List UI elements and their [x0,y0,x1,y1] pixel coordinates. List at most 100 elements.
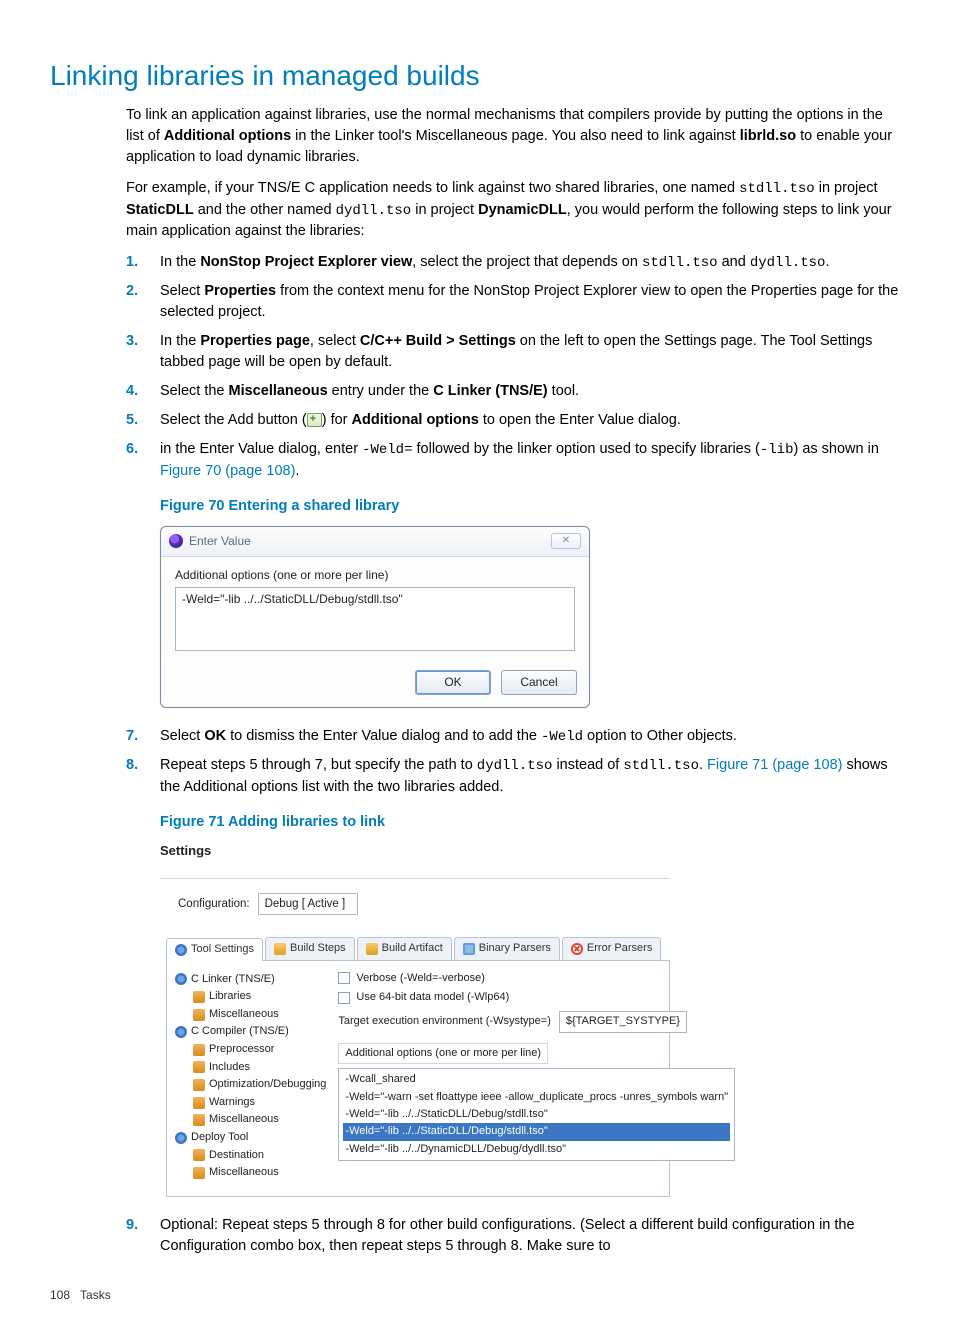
step-4: 4. Select the Miscellaneous entry under … [126,381,904,402]
tree-label: Preprocessor [209,1041,274,1059]
text: option to Other objects. [583,728,737,744]
tab-label: Binary Parsers [479,941,551,956]
code-text: -Weld= [362,442,412,458]
configuration-combo[interactable]: Debug [ Active ] [258,893,358,915]
bold-text: NonStop Project Explorer view [200,254,412,270]
checkbox-icon[interactable] [338,992,350,1004]
additional-options-input[interactable] [175,587,575,651]
option-line[interactable]: -Weld="-lib ../../StaticDLL/Debug/stdll.… [343,1106,730,1123]
tree-label: Deploy Tool [191,1129,248,1147]
text: . [825,254,829,270]
tree-item-miscellaneous[interactable]: Miscellaneous [175,1164,326,1182]
eclipse-icon [169,534,183,548]
error-icon: ✖ [571,943,583,955]
use64-checkbox-row[interactable]: Use 64-bit data model (-Wlp64) [338,990,735,1005]
text: Optional: Repeat steps 5 through 8 for o… [160,1217,855,1254]
steps-list: 7. Select OK to dismiss the Enter Value … [126,726,904,798]
artifact-icon [366,943,378,955]
tree-item-libraries[interactable]: Libraries [175,988,326,1006]
tree-label: Destination [209,1147,264,1165]
code-text: dydll.tso [750,255,826,271]
sub-icon [193,1167,205,1179]
binary-icon [463,943,475,955]
option-line[interactable]: -Weld="-warn -set floattype ieee -allow_… [343,1089,730,1106]
tab-label: Build Steps [290,941,346,956]
tree-item-preprocessor[interactable]: Preprocessor [175,1041,326,1059]
tree-item-deploy[interactable]: Deploy Tool [175,1129,326,1147]
option-line[interactable]: -Wcall_shared [343,1071,730,1088]
tab-binary-parsers[interactable]: Binary Parsers [454,937,560,959]
cancel-button[interactable]: Cancel [501,670,577,695]
code-text: -Weld [541,729,583,745]
tree-item-compiler[interactable]: C Compiler (TNS/E) [175,1023,326,1041]
intro-paragraph-2: For example, if your TNS/E C application… [126,178,904,242]
sub-icon [193,1061,205,1073]
sub-icon [193,991,205,1003]
step-6: 6. in the Enter Value dialog, enter -Wel… [126,439,904,481]
tree-item-warnings[interactable]: Warnings [175,1094,326,1112]
tab-tool-settings[interactable]: Tool Settings [166,938,263,960]
step-number: 5. [126,410,160,431]
tab-build-artifact[interactable]: Build Artifact [357,937,452,959]
ok-button[interactable]: OK [415,670,491,695]
figure-link[interactable]: Figure 71 (page 108) [707,757,842,773]
page-footer: 108 Tasks [50,1287,904,1304]
verbose-checkbox-row[interactable]: Verbose (-Weld=-verbose) [338,971,735,986]
sub-icon [193,1009,205,1021]
tab-error-parsers[interactable]: ✖ Error Parsers [562,937,661,959]
text: in the Enter Value dialog, enter [160,441,362,457]
tree-item-destination[interactable]: Destination [175,1147,326,1165]
tree-item-linker[interactable]: C Linker (TNS/E) [175,971,326,989]
steps-list: 9. Optional: Repeat steps 5 through 8 fo… [126,1215,904,1257]
text: In the [160,333,200,349]
tree-label: Includes [209,1059,250,1077]
text: Select the Add button ( [160,412,307,428]
tree-label: Miscellaneous [209,1164,279,1182]
step-number: 8. [126,755,160,797]
tree-item-miscellaneous[interactable]: Miscellaneous [175,1111,326,1129]
tree-item-includes[interactable]: Includes [175,1059,326,1077]
bold-text: DynamicDLL [478,202,567,218]
divider [160,878,670,879]
figure-71-caption: Figure 71 Adding libraries to link [160,812,904,832]
tool-icon [175,1026,187,1038]
text: Select [160,728,204,744]
option-line-selected[interactable]: -Weld="-lib ../../StaticDLL/Debug/stdll.… [343,1123,730,1140]
tab-label: Error Parsers [587,941,652,956]
additional-options-list[interactable]: -Wcall_shared -Weld="-warn -set floattyp… [338,1068,735,1161]
text: in project [411,202,478,218]
target-label: Target execution environment (-Wsystype=… [338,1014,550,1029]
text: , select [310,333,360,349]
sub-icon [193,1114,205,1126]
code-text: stdll.tso [642,255,718,271]
text: instead of [552,757,623,773]
sub-icon [193,1097,205,1109]
step-number: 7. [126,726,160,747]
tree-label: Warnings [209,1094,255,1112]
tool-icon [175,973,187,985]
figure-70-caption: Figure 70 Entering a shared library [160,496,904,516]
tree-item-optimization[interactable]: Optimization/Debugging [175,1076,326,1094]
text: to open the Enter Value dialog. [479,412,681,428]
text: in the Linker tool's Miscellaneous page.… [291,128,740,144]
tree-label: C Compiler (TNS/E) [191,1023,289,1041]
checkbox-icon[interactable] [338,972,350,984]
steps-list: 1. In the NonStop Project Explorer view,… [126,252,904,482]
tool-icon [175,1132,187,1144]
option-line[interactable]: -Weld="-lib ../../DynamicDLL/Debug/dydll… [343,1141,730,1158]
tab-label: Build Artifact [382,941,443,956]
figure-link[interactable]: Figure 70 (page 108) [160,463,295,479]
tab-build-steps[interactable]: Build Steps [265,937,355,959]
dialog-title: Enter Value [189,533,251,550]
target-field[interactable]: ${TARGET_SYSTYPE} [559,1011,687,1032]
step-number: 9. [126,1215,160,1257]
text: followed by the linker option used to sp… [412,441,759,457]
close-button[interactable]: ✕ [551,533,581,549]
code-text: stdll.tso [739,181,815,197]
tree-item-miscellaneous[interactable]: Miscellaneous [175,1006,326,1024]
additional-options-label: Additional options (one or more per line… [338,1043,548,1064]
step-number: 4. [126,381,160,402]
dialog-field-label: Additional options (one or more per line… [175,567,575,584]
add-icon [307,413,322,427]
tree-label: Miscellaneous [209,1006,279,1024]
